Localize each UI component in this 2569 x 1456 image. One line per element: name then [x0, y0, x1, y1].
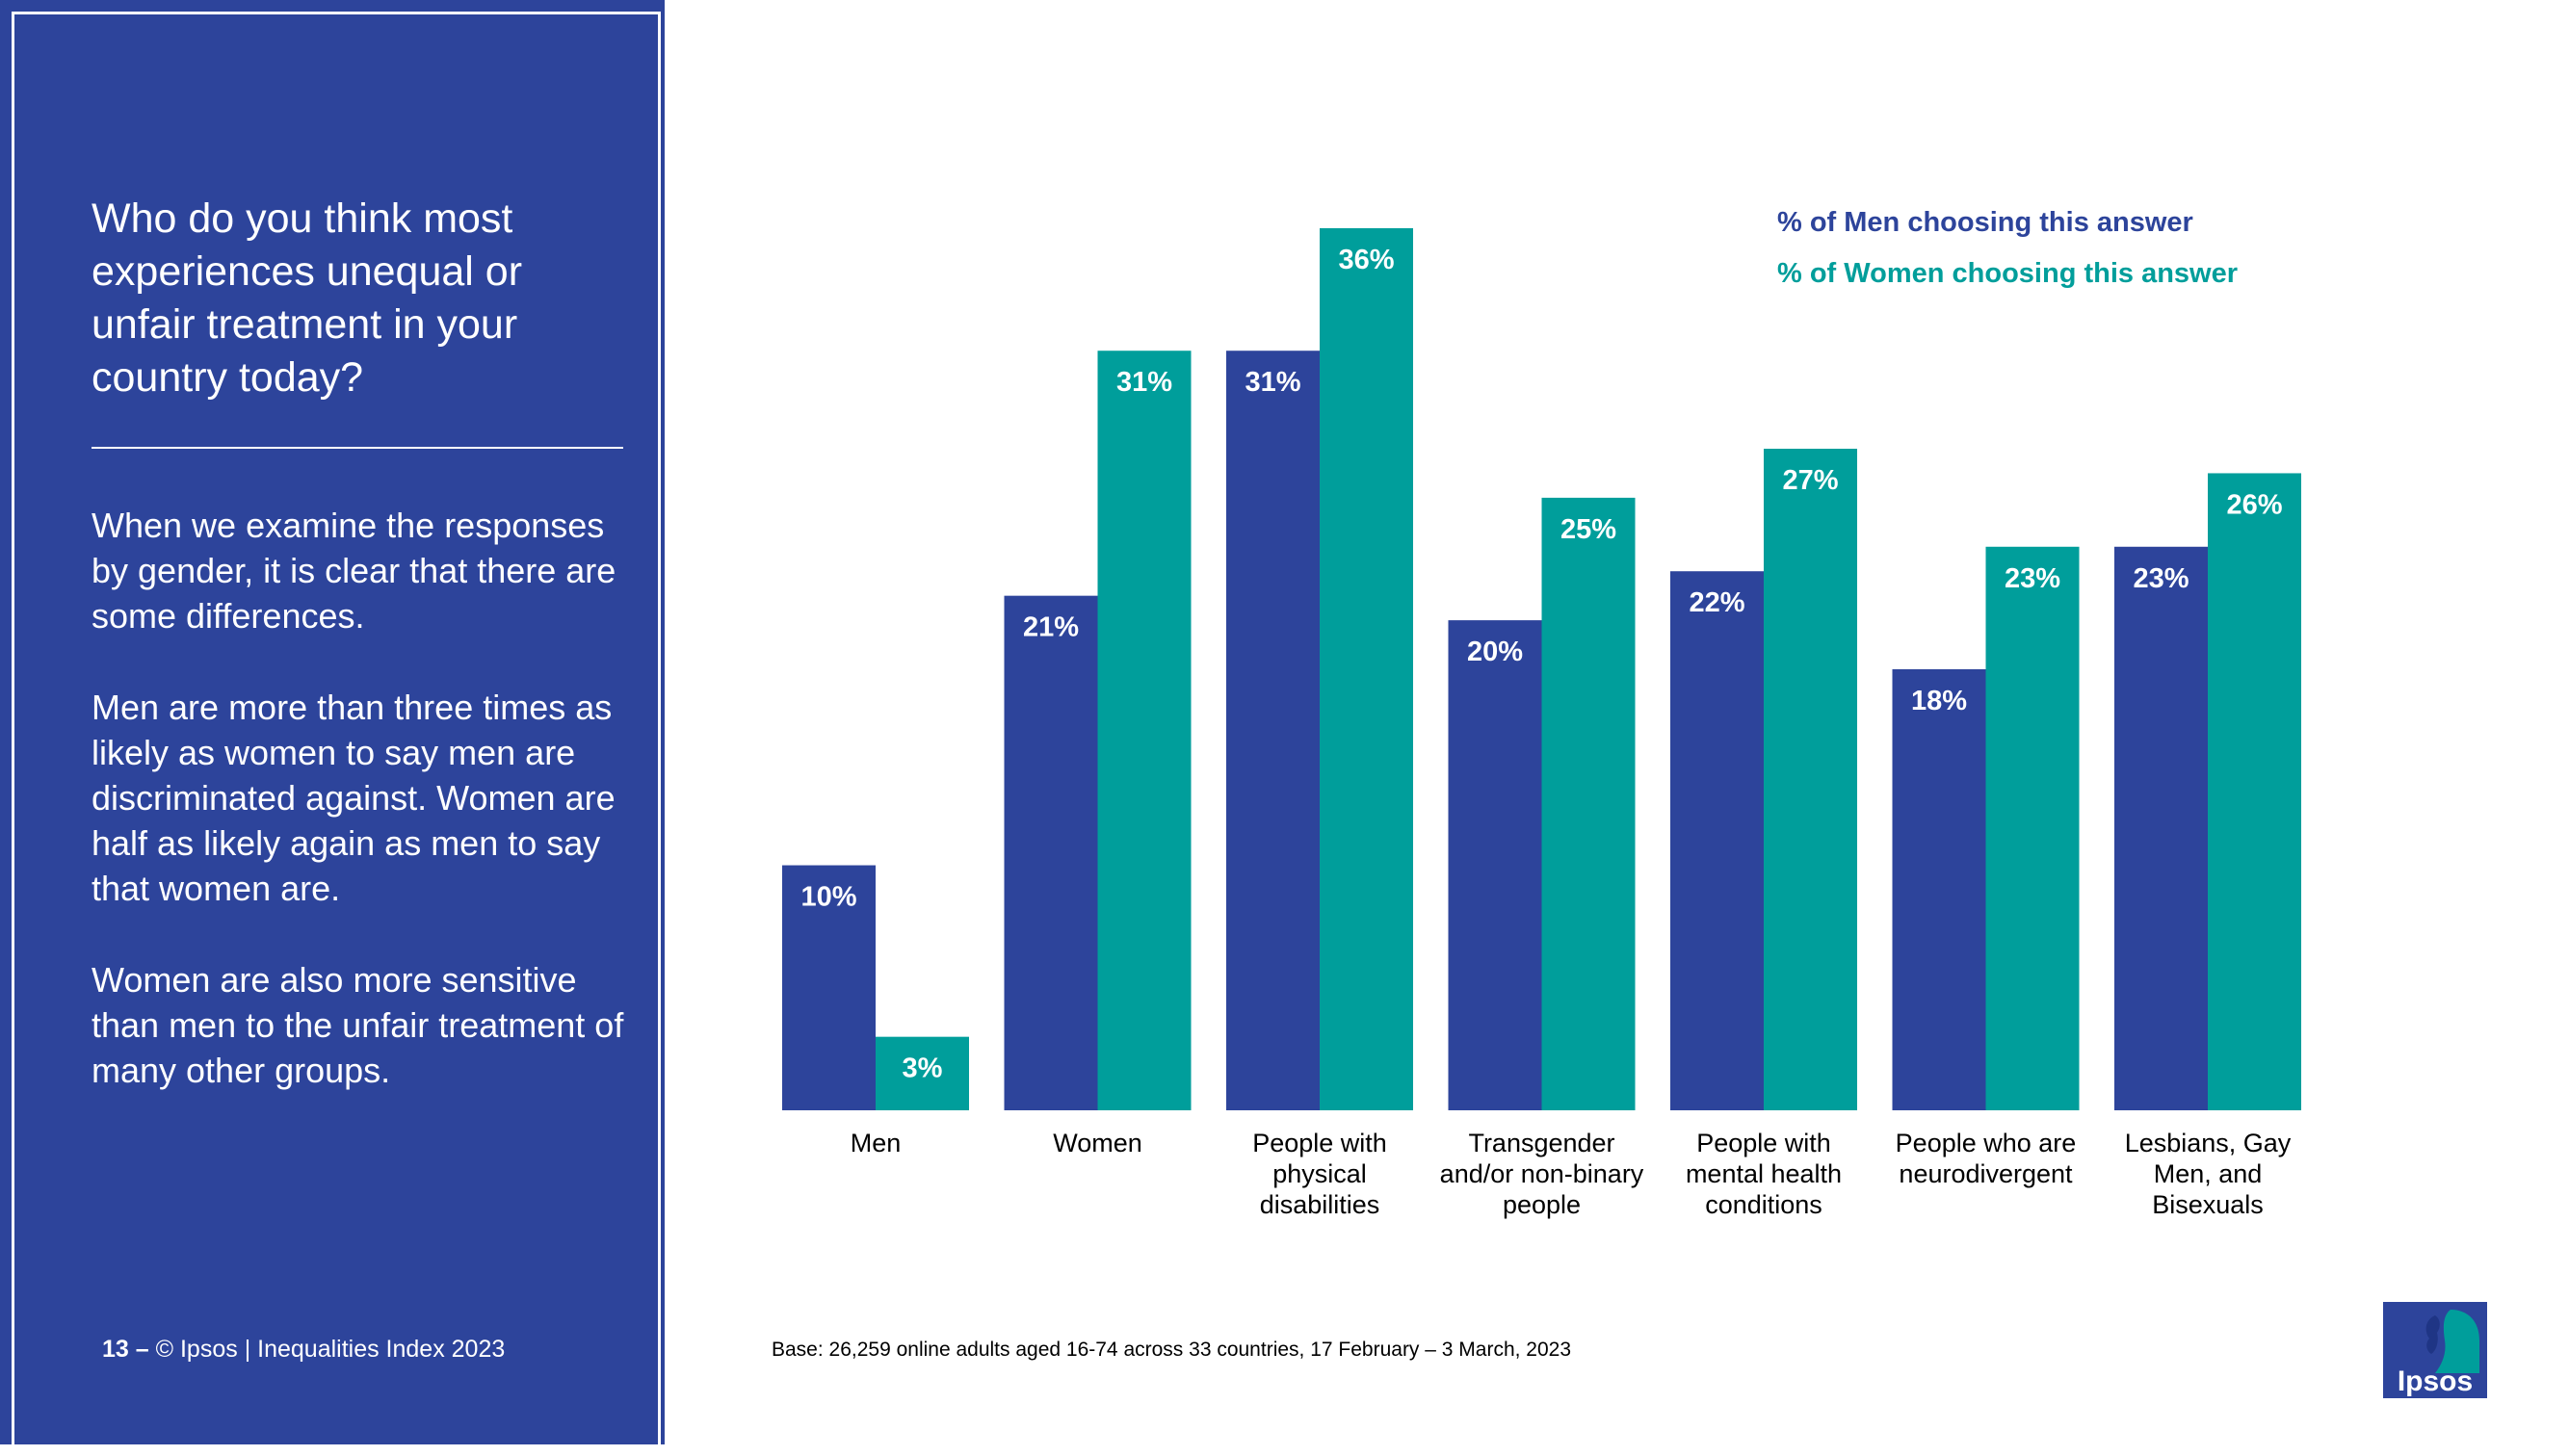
- bar-men-5: [1670, 571, 1764, 1110]
- footer: 13 – © Ipsos | Inequalities Index 2023: [102, 1336, 505, 1364]
- value-label-women-1: 3%: [903, 1053, 943, 1084]
- value-label-women-2: 31%: [1116, 367, 1172, 398]
- value-label-men-7: 23%: [2133, 563, 2189, 594]
- category-label-1: Men: [851, 1129, 902, 1157]
- bar-women-7: [2208, 473, 2301, 1110]
- value-label-women-3: 36%: [1338, 245, 1394, 275]
- question-heading: Who do you think most experiences unequa…: [92, 195, 523, 401]
- category-label-5: People with mental health conditions: [1686, 1129, 1842, 1219]
- category-label-2: Women: [1053, 1129, 1142, 1157]
- category-label-6: People who are neurodivergent: [1896, 1129, 2077, 1188]
- logo-profile-shape: [2425, 1315, 2440, 1354]
- value-label-men-2: 21%: [1023, 612, 1079, 643]
- page-number: 13 –: [102, 1336, 149, 1363]
- category-label-7: Lesbians, Gay Men, and Bisexuals: [2125, 1129, 2292, 1219]
- bar-women-3: [1320, 228, 1413, 1110]
- bar-men-7: [2114, 546, 2208, 1110]
- legend-women: % of Women choosing this answer: [1777, 258, 2239, 289]
- bar-men-6: [1892, 669, 1986, 1110]
- logo-text: Ipsos: [2398, 1365, 2473, 1397]
- commentary-paragraph-1: When we examine the responses by gender,…: [92, 506, 616, 636]
- left-panel: Who do you think most experiences unequa…: [0, 0, 665, 1456]
- value-label-men-6: 18%: [1911, 686, 1967, 716]
- bar-women-1: [876, 1036, 969, 1110]
- bar-women-5: [1764, 449, 1857, 1110]
- bar-women-6: [1985, 546, 2080, 1110]
- bar-men-1: [782, 865, 876, 1110]
- ipsos-logo: Ipsos: [2383, 1302, 2487, 1398]
- copyright-text: © Ipsos | Inequalities Index 2023: [155, 1336, 506, 1363]
- bar-women-2: [1097, 351, 1192, 1110]
- value-label-women-4: 25%: [1560, 514, 1616, 545]
- commentary-paragraph-3: Women are also more sensitive than men t…: [92, 960, 624, 1090]
- value-label-women-5: 27%: [1782, 465, 1838, 496]
- value-label-men-3: 31%: [1245, 367, 1300, 398]
- value-label-women-7: 26%: [2226, 489, 2282, 520]
- base-note: Base: 26,259 online adults aged 16-74 ac…: [772, 1339, 1572, 1361]
- value-label-men-4: 20%: [1467, 637, 1523, 667]
- value-label-men-5: 22%: [1689, 587, 1744, 618]
- divider: [92, 447, 623, 449]
- bar-men-3: [1226, 351, 1320, 1110]
- category-label-4: Transgender and/or non-binary people: [1440, 1129, 1644, 1219]
- value-label-men-1: 10%: [800, 882, 856, 913]
- bar-women-4: [1541, 497, 1636, 1110]
- bar-men-4: [1448, 620, 1542, 1110]
- logo-head-shape: [2435, 1310, 2479, 1373]
- bar-men-2: [1004, 595, 1098, 1110]
- commentary-paragraph-2: Men are more than three times as likely …: [92, 688, 616, 908]
- left-panel-frame: [12, 12, 661, 1456]
- chart-legend: % of Men choosing this answer % of Women…: [1777, 197, 2238, 299]
- commentary: When we examine the responses by gender,…: [92, 503, 650, 1139]
- value-label-women-6: 23%: [2005, 563, 2060, 594]
- category-label-3: People with physical disabilities: [1252, 1129, 1387, 1219]
- legend-men: % of Men choosing this answer: [1777, 207, 2193, 238]
